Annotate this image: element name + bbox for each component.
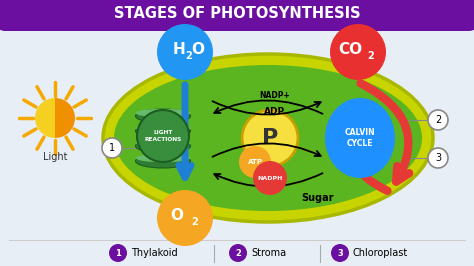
Circle shape bbox=[242, 110, 298, 166]
Text: 2: 2 bbox=[235, 248, 241, 257]
Ellipse shape bbox=[325, 98, 395, 178]
Text: Stroma: Stroma bbox=[251, 248, 286, 258]
Bar bbox=[0, 28, 474, 266]
Circle shape bbox=[428, 148, 448, 168]
Text: 2: 2 bbox=[368, 51, 374, 61]
Ellipse shape bbox=[136, 154, 191, 162]
FancyArrowPatch shape bbox=[212, 143, 321, 157]
Ellipse shape bbox=[136, 124, 191, 138]
Text: H: H bbox=[173, 43, 185, 57]
Ellipse shape bbox=[136, 139, 191, 147]
Circle shape bbox=[109, 244, 127, 262]
Text: P: P bbox=[262, 128, 278, 148]
Circle shape bbox=[253, 161, 287, 195]
Text: O: O bbox=[171, 209, 183, 223]
Circle shape bbox=[331, 244, 349, 262]
Text: CO: CO bbox=[338, 43, 362, 57]
Ellipse shape bbox=[136, 109, 191, 123]
Text: 3: 3 bbox=[337, 248, 343, 257]
Circle shape bbox=[428, 110, 448, 130]
Text: 1: 1 bbox=[115, 248, 121, 257]
Circle shape bbox=[330, 24, 386, 80]
Circle shape bbox=[157, 190, 213, 246]
Text: Thylakoid: Thylakoid bbox=[131, 248, 178, 258]
Ellipse shape bbox=[114, 65, 422, 211]
FancyArrowPatch shape bbox=[212, 101, 321, 115]
Ellipse shape bbox=[136, 109, 191, 117]
FancyArrowPatch shape bbox=[341, 119, 387, 191]
Wedge shape bbox=[55, 98, 75, 138]
Text: 3: 3 bbox=[435, 153, 441, 163]
Text: LIGHT
REACTIONS: LIGHT REACTIONS bbox=[145, 130, 182, 142]
Text: CALVIN
CYCLE: CALVIN CYCLE bbox=[345, 128, 375, 148]
FancyArrowPatch shape bbox=[361, 83, 409, 182]
Text: NADPH: NADPH bbox=[257, 176, 283, 181]
Circle shape bbox=[239, 146, 271, 178]
Text: Sugar: Sugar bbox=[302, 193, 334, 203]
Wedge shape bbox=[35, 98, 55, 138]
Ellipse shape bbox=[136, 139, 191, 153]
Text: STAGES OF PHOTOSYNTHESIS: STAGES OF PHOTOSYNTHESIS bbox=[114, 6, 360, 22]
Text: NADP+: NADP+ bbox=[260, 92, 291, 101]
Ellipse shape bbox=[136, 154, 191, 168]
Text: 2: 2 bbox=[435, 115, 441, 125]
Circle shape bbox=[229, 244, 247, 262]
Text: 1: 1 bbox=[109, 143, 115, 153]
FancyArrowPatch shape bbox=[214, 100, 322, 114]
Text: 2: 2 bbox=[186, 51, 192, 61]
Ellipse shape bbox=[103, 54, 433, 222]
Ellipse shape bbox=[136, 124, 191, 132]
FancyBboxPatch shape bbox=[0, 0, 474, 31]
Text: ADP: ADP bbox=[264, 107, 285, 117]
Text: ATP: ATP bbox=[247, 159, 263, 165]
Circle shape bbox=[137, 110, 189, 162]
Text: O: O bbox=[191, 43, 204, 57]
Circle shape bbox=[157, 24, 213, 80]
FancyArrowPatch shape bbox=[214, 173, 322, 186]
Text: Chloroplast: Chloroplast bbox=[353, 248, 408, 258]
Text: Light: Light bbox=[43, 152, 67, 162]
Circle shape bbox=[102, 138, 122, 158]
Text: 2: 2 bbox=[191, 217, 199, 227]
